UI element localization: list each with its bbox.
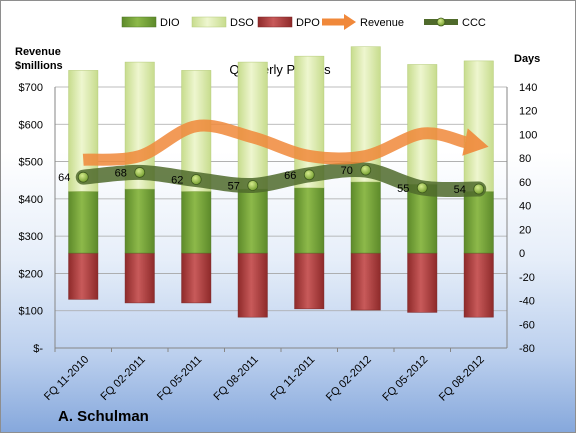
right-tick-label: 20 xyxy=(519,224,531,236)
right-tick-label: 140 xyxy=(519,82,537,94)
ccc-data-label: 68 xyxy=(115,167,127,179)
legend-swatch-dso xyxy=(191,16,227,28)
legend-label: CCC xyxy=(462,17,486,29)
bar-dpo xyxy=(294,252,325,310)
plot-area xyxy=(55,87,507,348)
bar-dio xyxy=(350,181,381,254)
right-tick-label: -60 xyxy=(519,319,535,331)
left-tick-label: $700 xyxy=(19,82,43,94)
legend-item-dso: DSO xyxy=(191,16,254,29)
right-axis-title: Days xyxy=(514,53,540,65)
series-lines xyxy=(75,119,489,198)
ccc-data-label: 64 xyxy=(58,172,70,184)
ccc-data-label: 70 xyxy=(341,165,353,177)
legend-arrow-revenue xyxy=(344,14,356,30)
legend-label: Revenue xyxy=(360,17,404,29)
bar-dpo xyxy=(68,252,99,300)
bar-dso xyxy=(463,60,494,192)
right-tick-label: -40 xyxy=(519,296,535,308)
category-label: FQ 02-2011 xyxy=(98,354,147,403)
bar-dpo xyxy=(124,252,155,304)
bar-dpo xyxy=(350,252,381,311)
left-axis-title-line1: Revenue xyxy=(15,46,61,58)
right-tick-label: 60 xyxy=(519,177,531,189)
bar-dio xyxy=(407,184,438,254)
bars xyxy=(68,46,494,318)
right-tick-label: 120 xyxy=(519,106,537,118)
ccc-data-label: 57 xyxy=(228,180,240,192)
legend-item-dpo: DPO xyxy=(257,16,320,29)
right-tick-label: -80 xyxy=(519,343,535,355)
category-label: FQ 05-2012 xyxy=(380,354,430,404)
left-tick-label: $100 xyxy=(19,306,43,318)
left-axis-title-line2: $millions xyxy=(15,60,63,72)
right-tick-label: 40 xyxy=(519,201,531,213)
revenue-line xyxy=(82,119,467,166)
ccc-data-label: 55 xyxy=(397,183,409,195)
bar-dio xyxy=(294,187,325,254)
right-tick-label: 80 xyxy=(519,153,531,165)
category-label: FQ 11-2010 xyxy=(42,354,91,403)
legend-swatch-dio xyxy=(121,16,157,28)
ccc-point xyxy=(77,171,89,183)
ccc-data-label: 66 xyxy=(284,170,296,182)
left-tick-label: $200 xyxy=(19,268,43,280)
ccc-point xyxy=(473,183,485,195)
company-name: A. Schulman xyxy=(58,408,149,425)
ccc-data-label: 54 xyxy=(454,184,466,196)
bar-dso xyxy=(237,61,268,190)
left-tick-label: $500 xyxy=(19,157,43,169)
ccc-point xyxy=(247,180,259,191)
category-label: FQ 08-2012 xyxy=(437,354,487,404)
category-label: FQ 05-2011 xyxy=(155,354,204,403)
ccc-data-label: 62 xyxy=(171,175,183,187)
legend-item-dio: DIO xyxy=(121,16,180,29)
right-tick-label: -20 xyxy=(519,272,535,284)
data-labels: 64 68 62 57 66 70 55 54 xyxy=(58,165,466,196)
ccc-point xyxy=(360,164,372,176)
bar-dpo xyxy=(237,252,268,318)
bar-dio xyxy=(124,188,155,254)
legend-item-ccc: CCC xyxy=(424,17,486,29)
bar-dpo xyxy=(463,252,494,318)
right-tick-label: 100 xyxy=(519,129,537,141)
bar-dpo xyxy=(181,252,212,304)
bar-dso xyxy=(407,64,438,185)
legend: DIO DSO DPO Revenue CCC xyxy=(121,14,486,30)
left-tick-label: $400 xyxy=(19,194,43,206)
legend-label: DSO xyxy=(230,17,254,29)
legend-label: DIO xyxy=(160,17,180,29)
bar-dpo xyxy=(407,252,438,313)
right-tick-label: 0 xyxy=(519,248,525,260)
bar-dio xyxy=(181,191,212,254)
left-tick-label: $- xyxy=(33,343,43,355)
category-label: FQ 08-2011 xyxy=(211,354,260,403)
ccc-point xyxy=(190,174,202,185)
category-label: FQ 02-2012 xyxy=(324,354,374,404)
bar-dio xyxy=(237,188,268,254)
legend-dot-ccc xyxy=(436,17,446,27)
ccc-point xyxy=(416,182,428,194)
left-tick-label: $600 xyxy=(19,119,43,131)
ccc-point xyxy=(134,167,146,178)
bar-dio xyxy=(68,191,99,254)
revenue-arrowhead xyxy=(462,128,489,156)
legend-label: DPO xyxy=(296,17,320,29)
category-label: FQ 11-2011 xyxy=(269,354,318,403)
bar-dio xyxy=(463,191,494,254)
ccc-point xyxy=(303,169,315,181)
left-tick-label: $300 xyxy=(19,231,43,243)
legend-swatch-dpo xyxy=(257,16,293,28)
legend-item-revenue: Revenue xyxy=(322,14,404,30)
